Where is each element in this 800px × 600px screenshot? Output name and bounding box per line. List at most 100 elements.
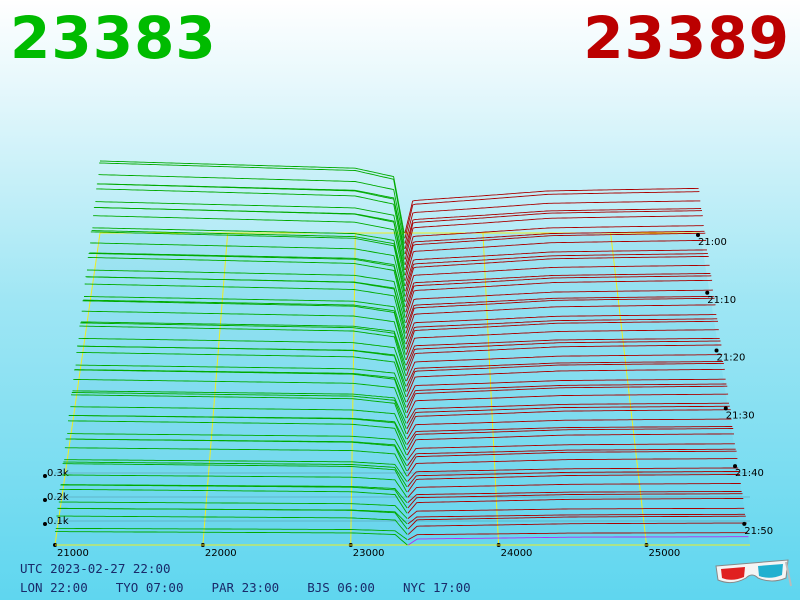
- price-tick-label: 23000: [353, 548, 385, 559]
- time-tick-label: 21:20: [717, 353, 746, 364]
- depth-tick-dot: [43, 522, 47, 526]
- ask-depth-line: [407, 448, 736, 466]
- depth-tick-label: 0.3k: [47, 468, 69, 479]
- ask-depth-line: [407, 532, 748, 541]
- bid-depth-line: [82, 300, 406, 355]
- ask-depth-line: [407, 474, 740, 493]
- ask-depth-line: [406, 402, 729, 424]
- ask-depth-line: [404, 225, 704, 265]
- bid-depth-line: [75, 364, 407, 403]
- ask-depth-line: [405, 314, 717, 345]
- price-grid-line: [610, 232, 647, 546]
- bid-price: 23383: [10, 4, 217, 72]
- bid-depth-line: [91, 230, 406, 292]
- ask-depth-line: [405, 279, 713, 318]
- ask-depth-line: [406, 361, 724, 387]
- bid-depth-line: [58, 501, 408, 519]
- time-tick-dot: [705, 290, 710, 295]
- price-grid-line: [350, 232, 356, 546]
- time-tick-label: 21:40: [735, 468, 764, 479]
- bid-depth-line: [86, 269, 406, 324]
- ask-depth-line: [406, 405, 730, 429]
- bid-depth-line: [60, 484, 408, 509]
- bid-depth-line: [61, 474, 408, 498]
- bid-depth-line: [70, 406, 407, 440]
- bid-depth-line: [64, 459, 408, 482]
- time-tick-dot: [723, 406, 728, 411]
- clock-nyc: NYC 17:00: [402, 580, 471, 595]
- ask-depth-line: [407, 507, 745, 519]
- bid-depth-line: [78, 337, 407, 382]
- ask-depth-line: [405, 320, 718, 355]
- ask-depth-line: [407, 471, 740, 488]
- ask-depth-line: [405, 255, 709, 297]
- depth-tick-dot: [43, 474, 47, 478]
- ask-depth-line: [404, 187, 699, 234]
- ask-depth-line: [407, 498, 744, 514]
- ask-depth-line: [405, 297, 715, 334]
- depth-tick-label: 0.1k: [47, 516, 69, 527]
- ask-depth-line: [405, 318, 718, 350]
- ask-depth-line: [405, 273, 711, 308]
- bid-depth-line: [99, 162, 405, 239]
- clock-par: PAR 23:00: [211, 580, 280, 595]
- price-grid-line: [202, 232, 229, 546]
- ask-depth-line: [404, 232, 706, 276]
- ask-depth-line: [407, 522, 747, 535]
- ask-depth-line: [406, 433, 734, 456]
- bid-depth-line: [88, 252, 406, 313]
- bid-depth-line: [76, 351, 407, 398]
- bid-depth-line: [77, 345, 407, 392]
- ask-depth-line: [404, 230, 705, 271]
- ask-depth-line: [406, 354, 723, 382]
- clock-tyo: TYO 07:00: [115, 580, 184, 595]
- time-tick-dot: [742, 521, 747, 526]
- bid-depth-line: [99, 160, 405, 234]
- ask-depth-line: [408, 536, 749, 546]
- bid-depth-line: [92, 227, 406, 286]
- bid-depth-line: [55, 527, 408, 541]
- bid-depth-line: [73, 378, 407, 419]
- utc-time: UTC 2023-02-27 22:00: [20, 561, 171, 576]
- ask-depth-line: [405, 329, 719, 361]
- ask-price: 23389: [583, 4, 790, 72]
- bid-depth-line: [84, 283, 406, 339]
- time-tick-label: 21:30: [726, 410, 755, 421]
- bid-depth-line: [74, 369, 407, 413]
- bid-depth-line: [81, 310, 406, 361]
- bid-depth-line: [89, 252, 406, 308]
- ask-depth-line: [405, 249, 707, 287]
- ask-depth-line: [406, 426, 733, 445]
- bid-depth-line: [55, 531, 408, 546]
- ask-depth-line: [406, 344, 722, 376]
- bid-depth-line: [70, 394, 407, 435]
- time-tick-dot: [733, 464, 738, 469]
- time-tick-label: 21:50: [744, 526, 773, 537]
- ask-depth-line: [404, 191, 700, 239]
- ask-depth-line: [406, 409, 731, 435]
- bid-depth-line: [62, 463, 408, 493]
- time-tick-label: 21:10: [707, 295, 736, 306]
- depth-tick-label: 0.2k: [47, 492, 69, 503]
- bid-depth-line: [90, 231, 406, 297]
- ask-depth-line: [404, 200, 701, 244]
- bid-depth-line: [57, 507, 408, 530]
- world-clocks: LON 22:00 TYO 07:00 PAR 23:00 BJS 06:00 …: [20, 580, 471, 595]
- ask-depth-line: [407, 513, 745, 525]
- ask-depth-line: [404, 210, 703, 255]
- bid-depth-line: [56, 515, 408, 535]
- bid-depth-line: [65, 438, 408, 472]
- ask-depth-line: [407, 458, 738, 477]
- bid-depth-line: [71, 392, 407, 429]
- ask-depth-line: [405, 340, 721, 371]
- ask-depth-line: [404, 208, 702, 250]
- ask-depth-line: [407, 491, 742, 504]
- ask-depth-line: [406, 385, 728, 413]
- ask-depth-line: [406, 428, 734, 451]
- chart-floor: [55, 233, 750, 545]
- ask-depth-line: [404, 215, 703, 260]
- bid-depth-line: [93, 215, 406, 281]
- bid-depth-line: [83, 299, 406, 350]
- 3d-glasses-icon[interactable]: [712, 556, 792, 592]
